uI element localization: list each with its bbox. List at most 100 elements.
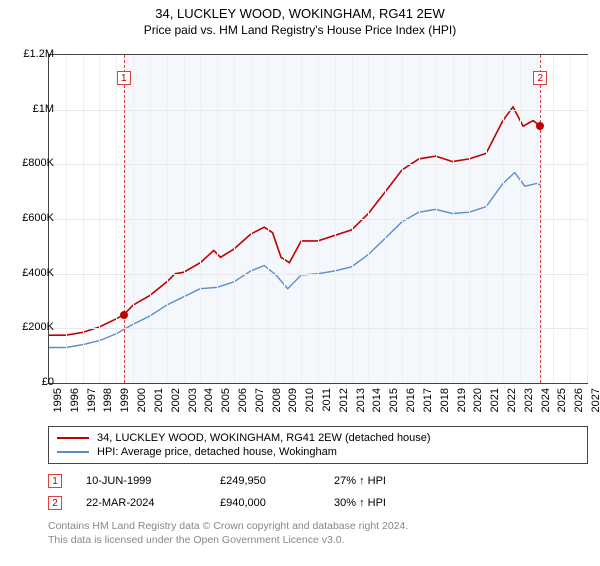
x-tick-label: 2018 [439, 388, 451, 412]
x-tick-label: 2014 [371, 388, 383, 412]
y-tick-label: £0 [6, 376, 54, 388]
x-tick-label: 2000 [136, 388, 148, 412]
sale-marker-dot [120, 311, 128, 319]
plot-area: 12 [48, 54, 588, 384]
x-tick-label: 2013 [355, 388, 367, 412]
x-tick-label: 2010 [304, 388, 316, 412]
x-tick-label: 1997 [86, 388, 98, 412]
chart-subtitle: Price paid vs. HM Land Registry's House … [0, 23, 600, 37]
x-tick-label: 2027 [590, 388, 600, 412]
sales-records: 1 10-JUN-1999 £249,950 27% ↑ HPI 2 22-MAR-202… [48, 470, 588, 514]
gridline-v [520, 55, 521, 383]
legend-box: 34, LUCKLEY WOOD, WOKINGHAM, RG41 2EW (d… [48, 426, 588, 464]
gridline-v [301, 55, 302, 383]
sale-record-row: 222-MAR-2024£940,00030% ↑ HPI [48, 492, 588, 514]
sale-record-number: 1 [48, 474, 62, 488]
sale-record-date: 10-JUN-1999 [86, 475, 196, 487]
y-tick-label: £1.2M [6, 48, 54, 60]
gridline-v [570, 55, 571, 383]
gridline-v [402, 55, 403, 383]
gridline-v [419, 55, 420, 383]
x-tick-label: 2015 [388, 388, 400, 412]
sale-marker-number: 2 [533, 71, 547, 85]
chart-title: 34, LUCKLEY WOOD, WOKINGHAM, RG41 2EW [0, 6, 600, 21]
gridline-v [150, 55, 151, 383]
x-tick-label: 1996 [69, 388, 81, 412]
y-tick-label: £400K [6, 267, 54, 279]
legend-label: HPI: Average price, detached house, Woki… [97, 446, 337, 458]
footer-line-1: Contains HM Land Registry data © Crown c… [48, 520, 588, 534]
sale-record-price: £940,000 [220, 497, 310, 509]
sale-marker-line [540, 55, 541, 383]
x-tick-label: 2003 [187, 388, 199, 412]
x-tick-label: 2002 [170, 388, 182, 412]
footer-line-2: This data is licensed under the Open Gov… [48, 534, 588, 548]
gridline-v [503, 55, 504, 383]
footer-attribution: Contains HM Land Registry data © Crown c… [48, 520, 588, 547]
gridline-v [99, 55, 100, 383]
gridline-v [268, 55, 269, 383]
gridline-v [284, 55, 285, 383]
gridline-v [453, 55, 454, 383]
gridline-v [587, 55, 588, 383]
gridline-v [116, 55, 117, 383]
gridline-v [200, 55, 201, 383]
sale-marker-number: 1 [117, 71, 131, 85]
sale-record-date: 22-MAR-2024 [86, 497, 196, 509]
x-tick-label: 2009 [287, 388, 299, 412]
sale-record-number: 2 [48, 496, 62, 510]
gridline-v [469, 55, 470, 383]
legend-label: 34, LUCKLEY WOOD, WOKINGHAM, RG41 2EW (d… [97, 432, 431, 444]
data-series-line [49, 107, 540, 335]
gridline-v [217, 55, 218, 383]
y-tick-label: £600K [6, 212, 54, 224]
x-tick-label: 2024 [540, 388, 552, 412]
x-tick-label: 2007 [254, 388, 266, 412]
legend-item: 34, LUCKLEY WOOD, WOKINGHAM, RG41 2EW (d… [57, 431, 579, 445]
gridline-v [335, 55, 336, 383]
y-tick-label: £1M [6, 103, 54, 115]
y-tick-label: £200K [6, 321, 54, 333]
sale-record-row: 1 10-JUN-1999 £249,950 27% ↑ HPI [48, 470, 588, 492]
gridline-v [553, 55, 554, 383]
gridline-v [234, 55, 235, 383]
legend-swatch [57, 451, 89, 453]
sale-record-vs-hpi: 27% ↑ HPI [334, 475, 444, 487]
gridline-v [251, 55, 252, 383]
gridline-v [83, 55, 84, 383]
x-tick-label: 2011 [321, 388, 333, 412]
sale-marker-dot [536, 122, 544, 130]
x-tick-label: 2006 [237, 388, 249, 412]
gridline-v [368, 55, 369, 383]
x-tick-label: 2004 [203, 388, 215, 412]
gridline-v [167, 55, 168, 383]
chart-container: 34, LUCKLEY WOOD, WOKINGHAM, RG41 2EW Pr… [0, 6, 600, 566]
x-tick-label: 2008 [271, 388, 283, 412]
y-tick-label: £800K [6, 157, 54, 169]
x-tick-label: 2023 [523, 388, 535, 412]
x-tick-label: 2005 [220, 388, 232, 412]
x-tick-label: 2016 [405, 388, 417, 412]
x-tick-label: 2025 [556, 388, 568, 412]
gridline-v [537, 55, 538, 383]
x-tick-label: 2021 [489, 388, 501, 412]
x-tick-label: 2012 [338, 388, 350, 412]
x-tick-label: 2022 [506, 388, 518, 412]
x-tick-label: 1995 [52, 388, 64, 412]
x-tick-label: 1999 [119, 388, 131, 412]
x-tick-label: 2026 [573, 388, 585, 412]
x-tick-label: 2001 [153, 388, 165, 412]
legend-item: HPI: Average price, detached house, Woki… [57, 445, 579, 459]
sale-marker-line [124, 55, 125, 383]
x-tick-label: 2020 [472, 388, 484, 412]
data-series-line [49, 173, 540, 348]
x-tick-label: 1998 [102, 388, 114, 412]
gridline-v [184, 55, 185, 383]
gridline-v [486, 55, 487, 383]
legend-swatch [57, 437, 89, 439]
sale-record-price: £249,950 [220, 475, 310, 487]
gridline-v [66, 55, 67, 383]
gridline-v [385, 55, 386, 383]
x-tick-label: 2017 [422, 388, 434, 412]
gridline-v [352, 55, 353, 383]
